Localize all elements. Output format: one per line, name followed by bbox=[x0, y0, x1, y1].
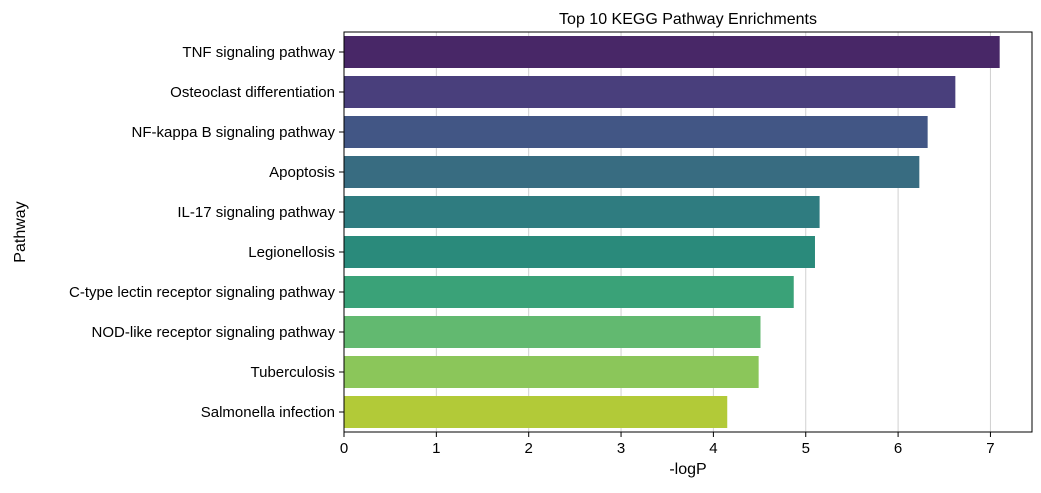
x-tick-label: 4 bbox=[709, 440, 717, 457]
category-label: Osteoclast differentiation bbox=[170, 84, 335, 101]
x-tick-label: 2 bbox=[525, 440, 533, 457]
category-label: NOD-like receptor signaling pathway bbox=[92, 324, 336, 341]
category-label: C-type lectin receptor signaling pathway bbox=[69, 284, 335, 301]
x-tick-label: 1 bbox=[432, 440, 440, 457]
x-tick-label: 0 bbox=[340, 440, 348, 457]
category-label: TNF signaling pathway bbox=[182, 44, 335, 61]
category-label: Legionellosis bbox=[248, 244, 335, 261]
y-ticks: TNF signaling pathway Osteoclast differen… bbox=[69, 44, 344, 421]
x-tick-label: 6 bbox=[894, 440, 902, 457]
x-axis-label: -logP bbox=[669, 461, 706, 478]
bar bbox=[344, 396, 728, 428]
bar bbox=[344, 156, 920, 188]
x-tick-label: 5 bbox=[802, 440, 810, 457]
chart-title: Top 10 KEGG Pathway Enrichments bbox=[559, 11, 817, 28]
bar bbox=[344, 236, 815, 268]
x-ticks: 0 1 2 3 4 5 6 7 bbox=[340, 432, 995, 457]
bar bbox=[344, 116, 928, 148]
bars bbox=[344, 36, 1000, 428]
category-label: Apoptosis bbox=[269, 164, 335, 181]
x-tick-label: 7 bbox=[986, 440, 994, 457]
category-label: IL-17 signaling pathway bbox=[177, 204, 335, 221]
bar bbox=[344, 276, 794, 308]
category-label: NF-kappa B signaling pathway bbox=[132, 124, 336, 141]
category-label: Salmonella infection bbox=[201, 404, 335, 421]
x-tick-label: 3 bbox=[617, 440, 625, 457]
category-label: Tuberculosis bbox=[251, 364, 335, 381]
plot-frame bbox=[343, 31, 1033, 433]
y-axis-label: Pathway bbox=[12, 201, 29, 262]
bar bbox=[344, 76, 956, 108]
bar bbox=[344, 36, 1000, 68]
bar bbox=[344, 196, 820, 228]
bar bbox=[344, 316, 761, 348]
bar bbox=[344, 356, 759, 388]
